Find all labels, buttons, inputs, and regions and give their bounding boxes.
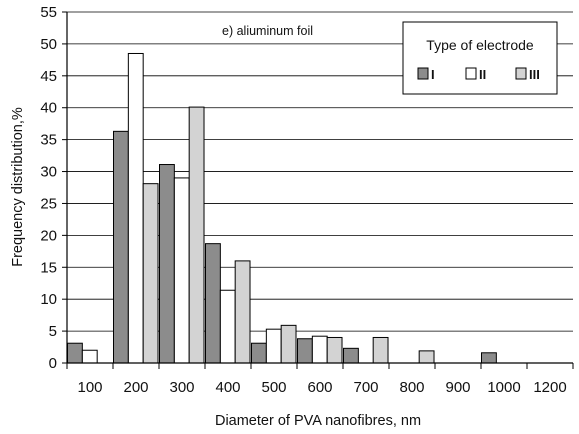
legend-label-II: II [479,67,486,82]
bar-I-500 [251,342,267,364]
x-tick-label: 300 [169,379,194,396]
legend-swatch-III [515,67,527,80]
bar-I-300 [159,164,175,364]
bar-I-100 [67,342,83,364]
bar-III-200 [142,183,159,364]
y-tick-label: 15 [40,259,57,276]
x-tick-label: 800 [399,379,424,396]
bar-II-100 [81,349,98,364]
y-tick-label: 20 [40,227,57,244]
bar-II-600 [311,335,328,364]
bar-I-1000 [481,352,497,364]
y-tick-label: 5 [49,323,57,340]
bar-III-600 [326,336,343,364]
y-tick-label: 0 [49,355,57,372]
legend-items: I II III [417,67,540,82]
y-axis-label: Frequency distribution,% [10,107,26,267]
y-tick-label: 50 [40,36,57,53]
bar-III-500 [280,324,297,364]
y-tick-label: 35 [40,132,57,149]
legend-swatch-I [417,67,429,80]
bar-II-200 [127,52,144,364]
legend-label-III: III [529,67,540,82]
axes [62,11,574,369]
bar-II-500 [265,328,282,364]
legend-box [402,21,558,95]
bar-III-800 [418,350,435,364]
y-tick-label: 40 [40,100,57,117]
x-tick-label: 600 [307,379,332,396]
bar-I-600 [297,338,313,364]
y-tick-label: 30 [40,164,57,181]
bar-II-400 [219,289,236,364]
bar-I-400 [205,243,221,364]
legend: Type of electrode I II III [402,21,558,95]
chart-annotation: e) aliuminum foil [222,24,313,38]
legend-label-I: I [431,67,435,82]
x-tick-label: 1200 [533,379,566,396]
x-tick-labels: 100 200 300 400 500 600 700 800 900 1000 1200 [77,379,566,396]
bar-II-300 [173,177,190,364]
y-tick-label: 55 [40,4,57,21]
x-tick-label: 500 [261,379,286,396]
bar-I-700 [343,347,359,364]
x-tick-label: 1000 [487,379,520,396]
x-tick-label: 400 [215,379,240,396]
bar-III-300 [188,106,205,364]
x-axis-label: Diameter of PVA nanofibres, nm [215,413,421,429]
y-tick-label: 10 [40,291,57,308]
bar-I-200 [113,130,129,364]
x-tick-label: 900 [445,379,470,396]
y-tick-label: 25 [40,195,57,212]
legend-title: Type of electrode [426,37,534,53]
legend-swatch-II [465,67,477,80]
bar-III-700 [372,336,389,364]
y-tick-labels: 0 5 10 15 20 25 30 35 40 45 50 55 [40,4,57,372]
x-tick-label: 200 [123,379,148,396]
bars [67,52,497,364]
bar-III-400 [234,260,251,364]
y-tick-label: 45 [40,68,57,85]
x-tick-label: 700 [353,379,378,396]
x-tick-label: 100 [77,379,102,396]
